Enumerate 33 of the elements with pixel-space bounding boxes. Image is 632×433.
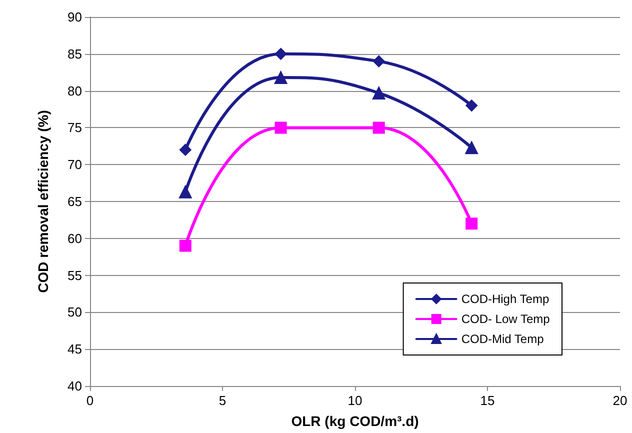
y-tick-label: 90 [68, 10, 82, 24]
point [466, 100, 478, 112]
point [178, 185, 192, 198]
x-tick-label: 20 [612, 393, 628, 408]
point [179, 144, 192, 156]
y-tick-label: 50 [68, 304, 82, 320]
y-tick-label: 55 [68, 268, 82, 283]
point [372, 55, 385, 68]
y-tick-label: 60 [68, 230, 82, 246]
point [372, 122, 385, 134]
x-tick-label: 5 [218, 393, 226, 408]
y-tick-label: 40 [68, 378, 82, 394]
point [465, 141, 478, 154]
point [274, 48, 287, 60]
point [372, 86, 386, 100]
y-tick-label: 65 [68, 194, 82, 209]
point [466, 218, 478, 230]
y-tick-label: 70 [68, 157, 82, 172]
y-axis-title: COD removal efficiency (%) [35, 110, 51, 293]
x-tick-label: 15 [480, 393, 495, 408]
y-tick-label: 75 [68, 120, 82, 136]
legend-label: COD- Low Temp [461, 312, 550, 326]
legend-label: COD-Mid Temp [461, 332, 544, 346]
y-tick-label: 85 [68, 46, 82, 62]
x-axis-title: OLR (kg COD/m³.d) [291, 413, 419, 429]
point [274, 122, 287, 134]
x-tick-label: 0 [86, 393, 94, 408]
point [274, 71, 288, 84]
x-tick-label: 10 [348, 393, 362, 408]
point [179, 240, 192, 252]
y-tick-label: 80 [68, 83, 82, 98]
y-tick-label: 45 [68, 342, 82, 357]
legend-label: COD-High Temp [461, 292, 550, 306]
